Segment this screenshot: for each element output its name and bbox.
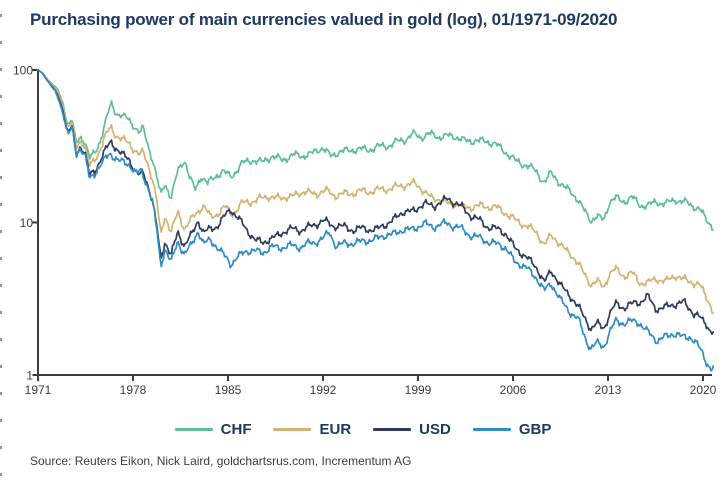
legend-line-chf-icon bbox=[174, 427, 213, 431]
y-tick-label: 10 bbox=[20, 216, 34, 230]
legend-line-gbp-icon bbox=[472, 427, 511, 431]
x-tick-label: 1978 bbox=[120, 383, 147, 397]
legend-line-eur-icon bbox=[273, 427, 312, 431]
x-tick-label: 1992 bbox=[310, 383, 337, 397]
legend-label-eur: EUR bbox=[319, 420, 352, 438]
series-line-chf bbox=[37, 69, 715, 231]
legend-label-gbp: GBP bbox=[518, 420, 552, 438]
page-title: Purchasing power of main currencies valu… bbox=[30, 10, 618, 29]
legend-label-usd: USD bbox=[419, 420, 451, 438]
tick-marks bbox=[32, 69, 704, 381]
axis-lines bbox=[37, 69, 712, 376]
x-tick-label: 1999 bbox=[405, 383, 432, 397]
x-tick-label: 1985 bbox=[215, 383, 242, 397]
legend-item-usd: USD bbox=[373, 421, 451, 438]
x-tick-label: 1971 bbox=[25, 383, 52, 397]
axes bbox=[37, 69, 712, 376]
series-line-gbp bbox=[37, 69, 715, 372]
legend-item-gbp: GBP bbox=[472, 420, 552, 438]
y-tick-label: 1 bbox=[26, 369, 33, 383]
series-line-eur bbox=[37, 69, 715, 315]
y-tick-label: 100 bbox=[13, 64, 33, 78]
legend-item-chf: CHF bbox=[174, 420, 252, 438]
x-tick-label: 2006 bbox=[500, 383, 527, 397]
x-tick-label: 2020 bbox=[690, 383, 717, 397]
series-line-usd bbox=[37, 69, 715, 336]
source-note: Source: Reuters Eikon, Nick Laird, goldc… bbox=[30, 454, 412, 468]
legend: CHF EUR USD GBP bbox=[0, 419, 726, 439]
legend-label-chf: CHF bbox=[220, 420, 252, 438]
x-tick-label: 2013 bbox=[595, 383, 622, 397]
legend-item-eur: EUR bbox=[273, 421, 351, 438]
series-lines bbox=[37, 69, 715, 372]
legend-line-usd-icon bbox=[373, 427, 412, 431]
